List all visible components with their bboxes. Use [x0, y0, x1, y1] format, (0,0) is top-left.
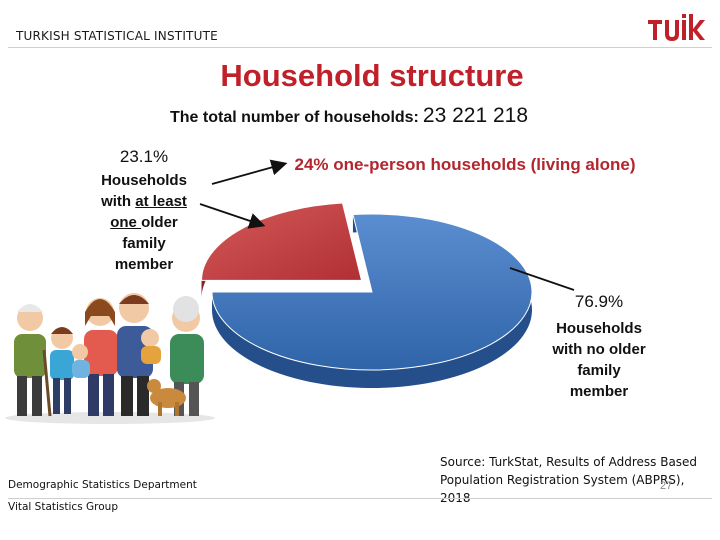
- older-desc-line: one older: [80, 212, 208, 233]
- older-desc-line: with at least: [80, 191, 208, 212]
- no-older-description: Households with no older family member: [536, 318, 662, 402]
- no-older-desc-line: Households: [556, 320, 642, 337]
- older-desc-part: with: [101, 193, 136, 210]
- no-older-percent: 76.9%: [574, 292, 624, 311]
- no-older-desc-line: member: [569, 383, 629, 400]
- slide-title: Household structure: [220, 58, 524, 93]
- total-label: The total number of households:: [170, 109, 419, 126]
- no-older-desc-line: family: [577, 362, 621, 379]
- older-description: Households with at least one older famil…: [80, 170, 208, 275]
- older-desc-line: Households: [101, 172, 187, 189]
- no-older-desc-line: with no older: [552, 341, 646, 358]
- department: Demographic Statistics Department Vital …: [8, 474, 197, 518]
- pie-slice-no-older-member: [211, 213, 533, 371]
- header-divider: [8, 47, 712, 48]
- older-desc-line: member: [114, 256, 174, 273]
- total-households: The total number of households: 23 221 21…: [170, 104, 528, 128]
- source-line: Source: TurkStat, Results of Address Bas…: [440, 455, 698, 469]
- callout-one-person: 24% one-person households (living alone): [294, 155, 636, 174]
- family-illustration: [5, 293, 215, 424]
- pie-slice-older-member: [201, 202, 363, 281]
- organization-name: TURKISH STATISTICAL INSTITUTE: [16, 29, 218, 43]
- page-number: 27: [660, 480, 673, 492]
- group-name: Vital Statistics Group: [8, 501, 118, 513]
- source-note: Source: TurkStat, Results of Address Bas…: [440, 453, 715, 507]
- arrow-to-blue-slice: [509, 267, 575, 291]
- department-name: Demographic Statistics Department: [8, 479, 197, 491]
- total-value: 23 221 218: [422, 104, 528, 127]
- pie-chart: [201, 202, 533, 389]
- older-desc-underlined: one: [110, 214, 142, 231]
- callout-older-member: 23.1% Households with at least one older…: [80, 147, 208, 275]
- older-desc-part: older: [141, 214, 178, 231]
- older-percent: 23.1%: [119, 147, 169, 166]
- footer-divider: [8, 498, 712, 499]
- arrow-to-single: [211, 159, 288, 185]
- source-line: Population Registration System (ABPRS), …: [440, 473, 685, 505]
- older-desc-line: family: [122, 235, 166, 252]
- callout-no-older-member: 76.9% Households with no older family me…: [536, 292, 662, 402]
- arrow-to-red-slice: [199, 203, 266, 229]
- tuik-logo: [648, 14, 705, 41]
- older-desc-underlined: at least: [135, 193, 187, 210]
